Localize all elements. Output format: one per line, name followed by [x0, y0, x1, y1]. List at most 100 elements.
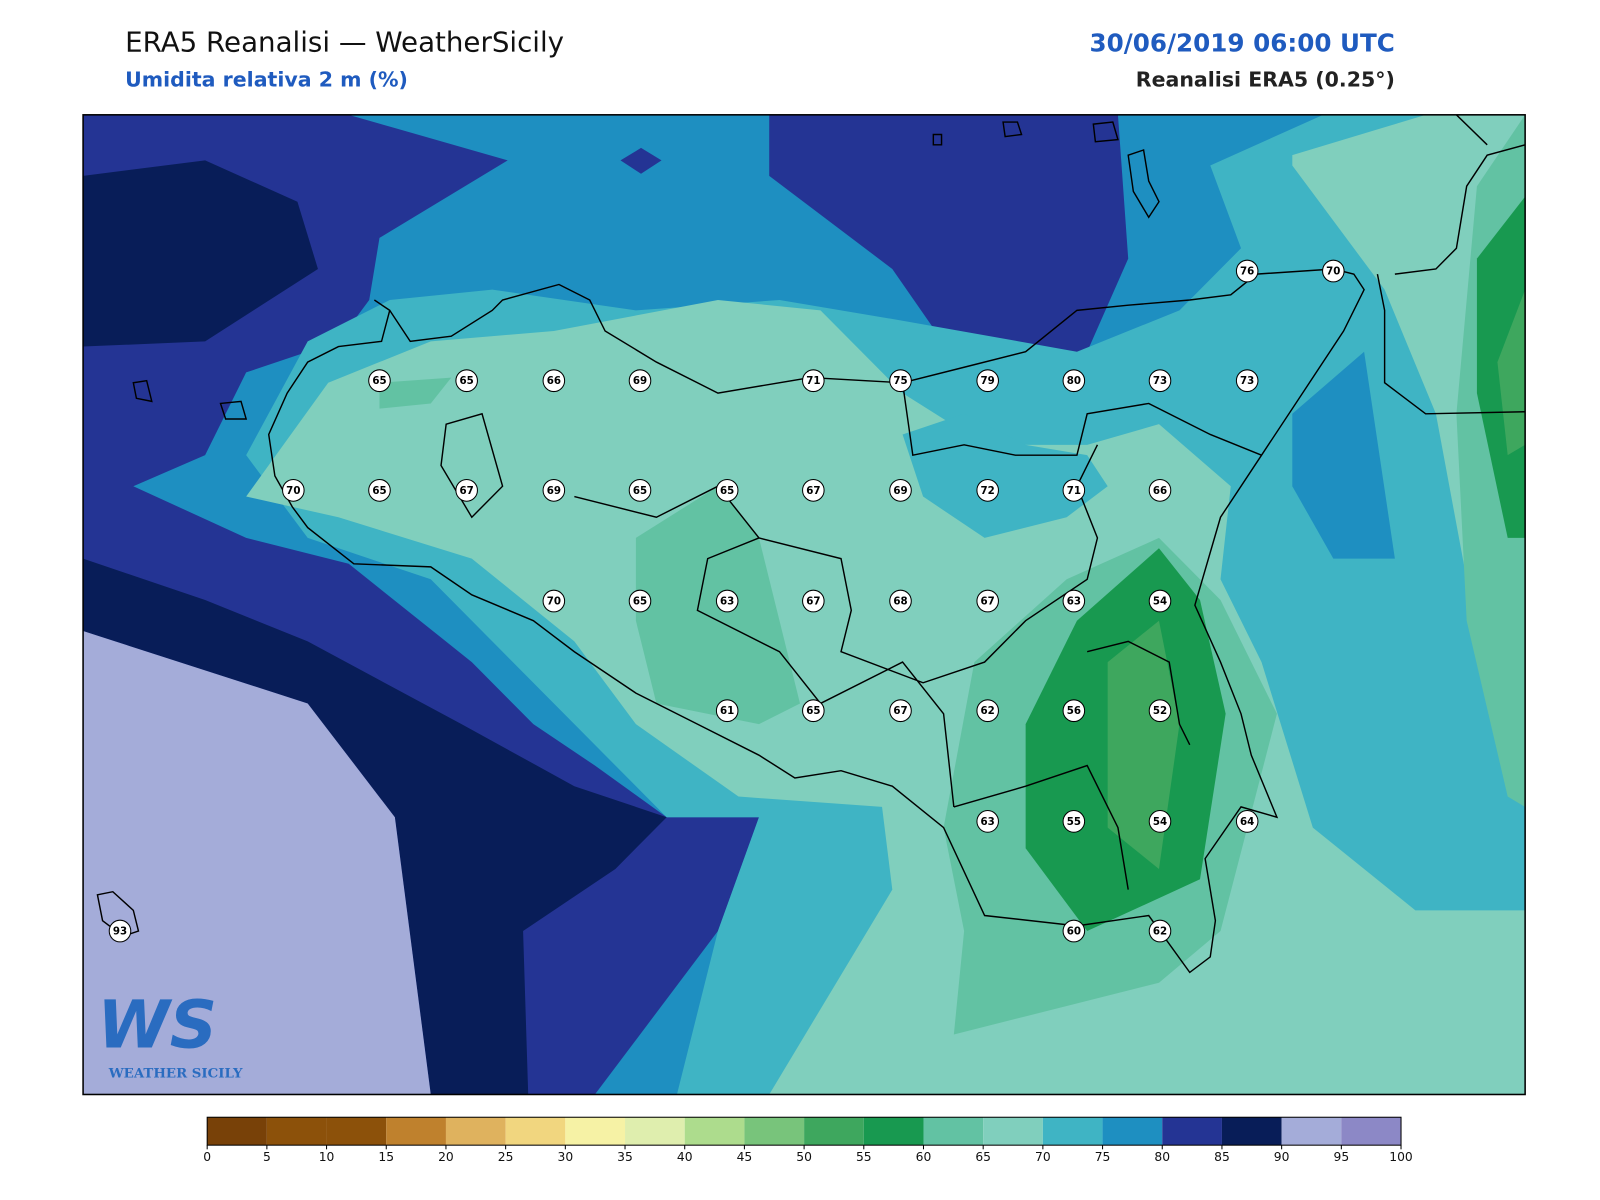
- station-marker: [542, 369, 566, 393]
- station-value: 69: [893, 485, 907, 497]
- station-marker: [368, 369, 391, 393]
- station-marker: [1322, 259, 1345, 283]
- colorbar-segment: [804, 1117, 864, 1146]
- station-value: 60: [1067, 926, 1081, 938]
- station-marker: [802, 369, 825, 393]
- colorbar-segment: [386, 1117, 446, 1146]
- station: 66: [542, 369, 566, 393]
- colorbar-segment: [684, 1117, 745, 1146]
- station-marker: [802, 699, 825, 723]
- station-value: 73: [1240, 375, 1254, 387]
- colorbar-segment: [1341, 1117, 1402, 1146]
- colorbar-segment: [1281, 1117, 1342, 1146]
- station: 67: [455, 478, 478, 502]
- station-marker: [628, 589, 652, 613]
- title: ERA5 Reanalisi — WeatherSicily: [125, 25, 564, 58]
- station-marker: [976, 699, 999, 723]
- station-marker: [1148, 369, 1172, 393]
- colorbar-segment: [207, 1117, 267, 1146]
- logo: WS WEATHER SICILY: [97, 986, 242, 1081]
- station-value: 70: [286, 485, 300, 497]
- station: 72: [976, 478, 999, 502]
- station: 60: [1062, 919, 1086, 943]
- station-value: 63: [1067, 596, 1081, 608]
- colorbar-tick-label: 80: [1154, 1150, 1170, 1164]
- station-value: 93: [113, 926, 127, 938]
- station-marker: [282, 478, 305, 502]
- station-value: 65: [720, 485, 734, 497]
- station-marker: [1062, 699, 1086, 723]
- station-marker: [455, 478, 478, 502]
- station-value: 56: [1067, 705, 1081, 717]
- colorbar-segment: [625, 1117, 685, 1146]
- station-marker: [976, 478, 999, 502]
- station: 65: [368, 478, 391, 502]
- station-value: 70: [1326, 266, 1340, 278]
- station-value: 62: [981, 705, 995, 717]
- colorbar-tick-label: 55: [856, 1150, 872, 1164]
- colorbar-tick-label: 65: [975, 1150, 991, 1164]
- station-value: 65: [460, 375, 474, 387]
- station: 67: [976, 589, 999, 613]
- colorbar-segment: [923, 1117, 984, 1146]
- station-marker: [802, 478, 825, 502]
- station-marker: [1148, 478, 1172, 502]
- colorbar-segment: [1042, 1117, 1103, 1146]
- station: 65: [715, 478, 739, 502]
- subtitle: Umidita relativa 2 m (%): [125, 68, 408, 92]
- colorbar-tick-label: 30: [558, 1150, 574, 1164]
- station-value: 70: [547, 596, 561, 608]
- station: 67: [802, 478, 825, 502]
- station: 93: [108, 919, 132, 943]
- map-frame: [82, 114, 1526, 1096]
- coastline: [96, 114, 1526, 974]
- station: 61: [715, 699, 739, 723]
- station-value: 54: [1153, 596, 1167, 608]
- station: 65: [802, 699, 825, 723]
- colorbar-tick-label: 5: [263, 1150, 271, 1164]
- station-value: 67: [806, 485, 820, 497]
- colorbar-segment: [1221, 1117, 1282, 1146]
- station-value: 80: [1067, 375, 1081, 387]
- station-marker: [1148, 810, 1172, 833]
- colorbar-segment: [445, 1117, 506, 1146]
- station-marker: [542, 478, 566, 502]
- station-value: 69: [633, 375, 647, 387]
- station-value: 61: [720, 705, 734, 717]
- station: 71: [802, 369, 825, 393]
- station-value: 52: [1153, 705, 1167, 717]
- station: 80: [1062, 369, 1086, 393]
- colorbar-segment: [505, 1117, 566, 1146]
- station: 52: [1148, 699, 1172, 723]
- station-marker: [1148, 699, 1172, 723]
- contour-field: [83, 114, 1526, 1095]
- station-marker: [976, 810, 999, 833]
- station-value: 67: [893, 705, 907, 717]
- colorbar-tick-label: 60: [916, 1150, 932, 1164]
- station-value: 71: [806, 375, 820, 387]
- station-marker: [628, 478, 652, 502]
- colorbar-tick-label: 100: [1389, 1150, 1413, 1164]
- colorbar-segment: [1162, 1117, 1222, 1146]
- colorbar-segment: [1102, 1117, 1163, 1146]
- station: 65: [628, 478, 652, 502]
- station: 56: [1062, 699, 1086, 723]
- station: 76: [1235, 259, 1259, 283]
- station-marker: [1235, 369, 1259, 393]
- station: 62: [976, 699, 999, 723]
- station: 65: [628, 589, 652, 613]
- station-marker: [455, 369, 478, 393]
- station: 69: [889, 478, 912, 502]
- station: 70: [542, 589, 566, 613]
- colorbar-segment: [266, 1117, 327, 1146]
- station-marker: [108, 919, 132, 943]
- source: Reanalisi ERA5 (0.25°): [1136, 68, 1395, 92]
- station-marker: [368, 478, 391, 502]
- station-marker: [889, 589, 912, 613]
- station-marker: [1062, 369, 1086, 393]
- station-marker: [1148, 589, 1172, 613]
- station: 67: [889, 699, 912, 723]
- logo-mark: WS: [97, 986, 217, 1063]
- colorbar-tick-label: 75: [1095, 1150, 1111, 1164]
